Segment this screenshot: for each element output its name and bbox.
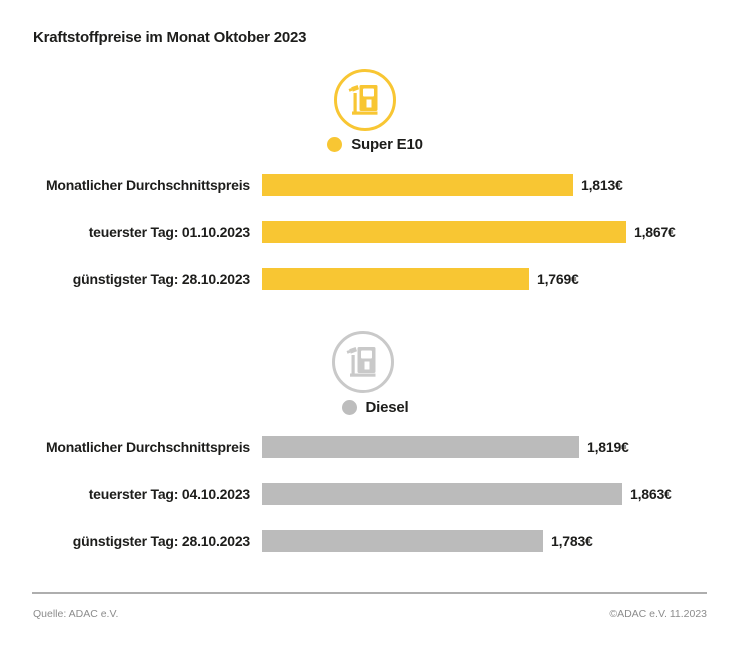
bar-row-super-max: teuerster Tag: 01.10.2023 1,867€ bbox=[0, 221, 750, 243]
bar-row-label: Monatlicher Durchschnittspreis bbox=[45, 439, 250, 455]
bar-row-label: günstigster Tag: 28.10.2023 bbox=[72, 533, 250, 549]
footer-copyright: ©ADAC e.V. 11.2023 bbox=[609, 608, 707, 620]
legend-label: Super E10 bbox=[351, 136, 423, 153]
bar-row-diesel-max: teuerster Tag: 04.10.2023 1,863€ bbox=[0, 483, 750, 505]
bar-value-label: 1,819€ bbox=[587, 439, 629, 455]
bar-row-label: günstigster Tag: 28.10.2023 bbox=[72, 271, 250, 287]
bar-row-diesel-min: günstigster Tag: 28.10.2023 1,783€ bbox=[0, 530, 750, 552]
bar-value-label: 1,867€ bbox=[634, 224, 676, 240]
legend-super-e10: Super E10 bbox=[0, 136, 750, 153]
bar-row-super-average: Monatlicher Durchschnittspreis 1,813€ bbox=[0, 174, 750, 196]
legend-label: Diesel bbox=[365, 399, 409, 416]
legend-diesel: Diesel bbox=[0, 399, 750, 416]
footer-divider bbox=[32, 592, 707, 594]
bar-row-label: teuerster Tag: 04.10.2023 bbox=[88, 486, 250, 502]
fuel-pump-icon bbox=[332, 331, 394, 393]
fuel-pump-icon bbox=[334, 69, 396, 131]
footer-source: Quelle: ADAC e.V. bbox=[33, 608, 119, 620]
bar-row-super-min: günstigster Tag: 28.10.2023 1,769€ bbox=[0, 268, 750, 290]
bar-value-label: 1,863€ bbox=[630, 486, 672, 502]
bar-super-max bbox=[262, 221, 626, 243]
bar-super-average bbox=[262, 174, 573, 196]
bar-row-label: Monatlicher Durchschnittspreis bbox=[45, 177, 250, 193]
bar-diesel-min bbox=[262, 530, 543, 552]
bar-row-label: teuerster Tag: 01.10.2023 bbox=[88, 224, 250, 240]
bar-value-label: 1,769€ bbox=[537, 271, 579, 287]
bar-value-label: 1,783€ bbox=[551, 533, 593, 549]
bar-row-diesel-average: Monatlicher Durchschnittspreis 1,819€ bbox=[0, 436, 750, 458]
page-title: Kraftstoffpreise im Monat Oktober 2023 bbox=[33, 29, 307, 46]
bar-value-label: 1,813€ bbox=[581, 177, 623, 193]
legend-dot-icon bbox=[341, 400, 357, 415]
bar-diesel-average bbox=[262, 436, 579, 458]
bar-diesel-max bbox=[262, 483, 622, 505]
legend-dot-icon bbox=[327, 137, 343, 152]
bar-super-min bbox=[262, 268, 529, 290]
